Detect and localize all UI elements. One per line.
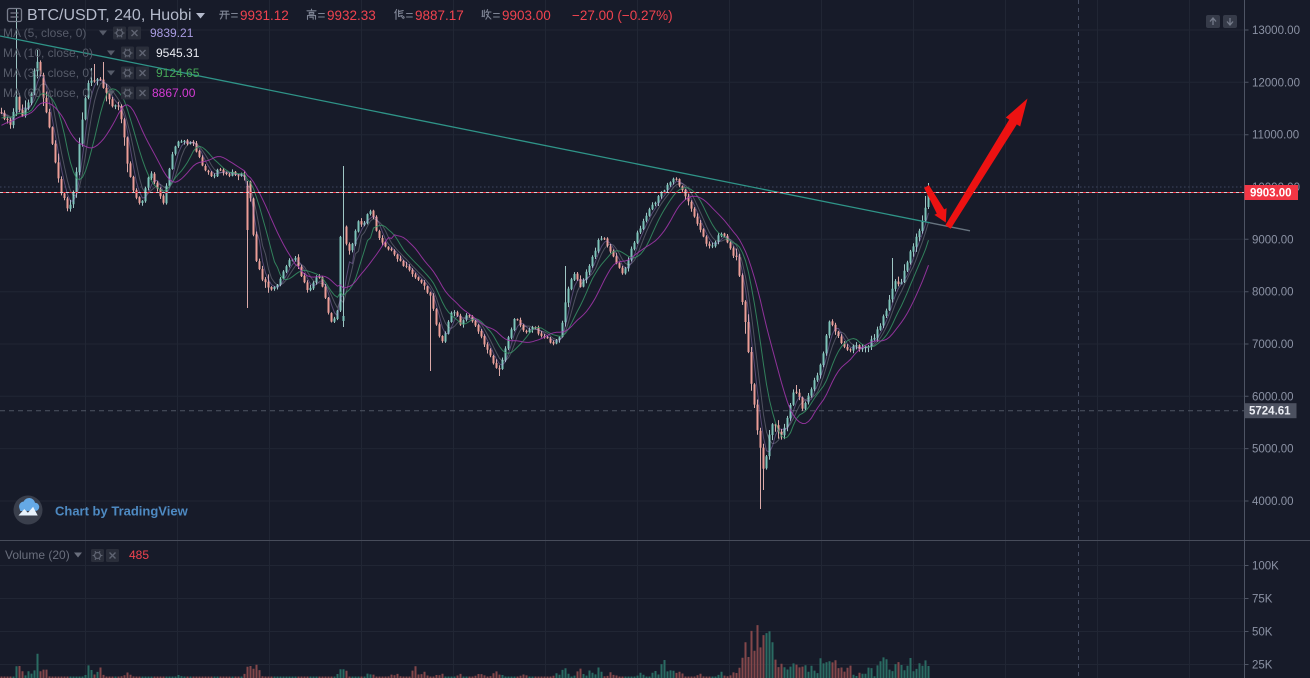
svg-text:9839.21: 9839.21 bbox=[150, 26, 194, 40]
svg-text:100K: 100K bbox=[1252, 561, 1279, 573]
svg-text:Chart by TradingView: Chart by TradingView bbox=[55, 504, 189, 519]
svg-text:BTC/USDT, 240, Huobi: BTC/USDT, 240, Huobi bbox=[27, 7, 192, 24]
svg-text:=: = bbox=[318, 8, 326, 23]
svg-text:5724.61: 5724.61 bbox=[1249, 406, 1291, 418]
svg-text:−27.00 (−0.27%): −27.00 (−0.27%) bbox=[572, 8, 673, 23]
svg-text:9903.00: 9903.00 bbox=[502, 8, 551, 23]
svg-text:=: = bbox=[406, 8, 414, 23]
svg-text:11000.00: 11000.00 bbox=[1252, 130, 1299, 142]
svg-text:Volume (20): Volume (20) bbox=[5, 548, 70, 562]
svg-text:9903.00: 9903.00 bbox=[1250, 188, 1292, 200]
svg-text:=: = bbox=[493, 8, 501, 23]
svg-text:8000.00: 8000.00 bbox=[1252, 287, 1294, 299]
svg-text:25K: 25K bbox=[1252, 660, 1273, 672]
svg-text:50K: 50K bbox=[1252, 627, 1273, 639]
svg-text:485: 485 bbox=[129, 548, 149, 562]
svg-text:MA (10, close, 0): MA (10, close, 0) bbox=[3, 46, 93, 60]
svg-text:MA (30, close, 0): MA (30, close, 0) bbox=[3, 66, 93, 80]
svg-text:9000.00: 9000.00 bbox=[1252, 234, 1294, 246]
svg-text:75K: 75K bbox=[1252, 594, 1273, 606]
svg-text:13000.00: 13000.00 bbox=[1252, 25, 1300, 37]
svg-text:MA (60, close, 0): MA (60, close, 0) bbox=[3, 86, 93, 100]
svg-text:7000.00: 7000.00 bbox=[1252, 339, 1294, 351]
svg-text:9545.31: 9545.31 bbox=[156, 46, 200, 60]
svg-text:6000.00: 6000.00 bbox=[1252, 391, 1294, 403]
svg-text:9932.33: 9932.33 bbox=[327, 8, 376, 23]
svg-text:12000.00: 12000.00 bbox=[1252, 77, 1300, 89]
svg-text:=: = bbox=[231, 8, 239, 23]
svg-text:9124.65: 9124.65 bbox=[156, 66, 200, 80]
svg-text:MA (5, close, 0): MA (5, close, 0) bbox=[3, 26, 86, 40]
svg-text:8867.00: 8867.00 bbox=[152, 86, 196, 100]
svg-text:5000.00: 5000.00 bbox=[1252, 444, 1294, 456]
svg-text:9887.17: 9887.17 bbox=[415, 8, 464, 23]
svg-text:4000.00: 4000.00 bbox=[1252, 496, 1294, 508]
svg-text:9931.12: 9931.12 bbox=[240, 8, 289, 23]
